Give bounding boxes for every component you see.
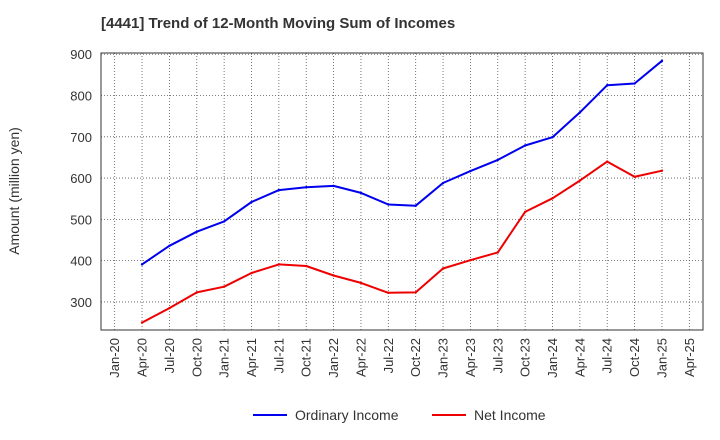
data-point	[359, 281, 363, 285]
legend-label: Net Income	[474, 407, 546, 423]
x-tick-label: Apr-25	[682, 338, 697, 377]
x-tick-label: Apr-22	[353, 338, 368, 377]
x-axis: Jan-20 Apr-20 Jul-20 Oct-20 Jan-21 Apr-21 Jul-…	[107, 338, 697, 378]
y-tick-label: 400	[70, 254, 92, 269]
data-point	[496, 251, 499, 254]
data-point	[222, 220, 226, 223]
x-tick-label: Oct-20	[189, 338, 204, 377]
y-tick-label: 800	[70, 89, 92, 104]
data-point	[305, 264, 308, 268]
data-point	[441, 181, 445, 185]
y-tick-label: 300	[70, 295, 92, 310]
x-tick-label: Oct-24	[627, 338, 642, 377]
data-point	[332, 184, 335, 188]
grid	[101, 53, 703, 330]
y-tick-label: 600	[70, 171, 92, 186]
data-point	[469, 259, 472, 262]
data-point	[496, 158, 499, 162]
x-tick-label: Jul-24	[600, 338, 615, 373]
data-point	[332, 274, 335, 277]
data-point	[523, 210, 527, 214]
data-point	[195, 291, 198, 294]
series-layer	[140, 59, 664, 324]
data-point	[660, 169, 664, 172]
x-tick-label: Apr-23	[463, 338, 478, 377]
x-tick-label: Jan-21	[217, 338, 232, 378]
x-tick-label: Jul-20	[162, 338, 177, 373]
series-line-net-income	[141, 160, 663, 324]
x-tick-label: Apr-21	[244, 338, 259, 377]
data-point	[414, 291, 417, 294]
x-tick-label: Oct-22	[408, 338, 423, 377]
plot-frame	[100, 52, 704, 331]
data-point	[633, 82, 636, 85]
legend: Ordinary Income Net Income	[253, 407, 546, 423]
data-point	[606, 83, 609, 87]
y-axis-title: Amount (million yen)	[6, 127, 22, 255]
data-point	[140, 263, 144, 266]
data-point	[578, 179, 582, 182]
y-tick-label: 700	[70, 130, 92, 145]
data-point	[168, 244, 171, 247]
y-tick-label: 900	[70, 47, 92, 62]
data-point	[633, 175, 636, 179]
y-axis: 300 400 500 600 700 800 900	[70, 47, 92, 310]
data-point	[250, 271, 253, 275]
data-point	[168, 306, 171, 310]
data-point	[250, 200, 253, 204]
legend-label: Ordinary Income	[295, 407, 399, 423]
x-tick-label: Jan-25	[654, 338, 669, 378]
x-tick-label: Jan-22	[326, 338, 341, 378]
x-tick-label: Jan-20	[107, 338, 122, 378]
x-tick-label: Jan-23	[436, 338, 451, 378]
data-point	[414, 204, 417, 207]
x-tick-label: Jan-24	[545, 338, 560, 378]
x-tick-label: Jul-23	[490, 338, 505, 373]
x-tick-label: Apr-24	[572, 338, 587, 377]
series-line-ordinary-income	[141, 59, 663, 266]
data-point	[277, 188, 281, 192]
data-point	[551, 197, 554, 200]
y-tick-label: 500	[70, 212, 92, 227]
x-tick-label: Apr-20	[135, 338, 150, 377]
data-point	[195, 230, 198, 233]
data-point	[140, 321, 144, 324]
x-tick-label: Jul-22	[381, 338, 396, 373]
data-point	[523, 144, 527, 147]
data-point	[387, 291, 390, 295]
data-point	[359, 191, 363, 195]
x-tick-label: Oct-21	[299, 338, 314, 377]
chart-title: [4441] Trend of 12-Month Moving Sum of I…	[101, 15, 456, 32]
data-point	[387, 203, 390, 206]
data-point	[578, 111, 582, 114]
data-point	[551, 136, 554, 139]
data-point	[606, 160, 609, 163]
data-point	[660, 59, 664, 63]
data-point	[222, 285, 226, 288]
data-point	[469, 169, 472, 173]
x-tick-label: Oct-23	[518, 338, 533, 377]
data-point	[441, 267, 445, 270]
x-tick-label: Jul-21	[271, 338, 286, 373]
data-point	[277, 263, 281, 266]
data-point	[305, 185, 308, 189]
